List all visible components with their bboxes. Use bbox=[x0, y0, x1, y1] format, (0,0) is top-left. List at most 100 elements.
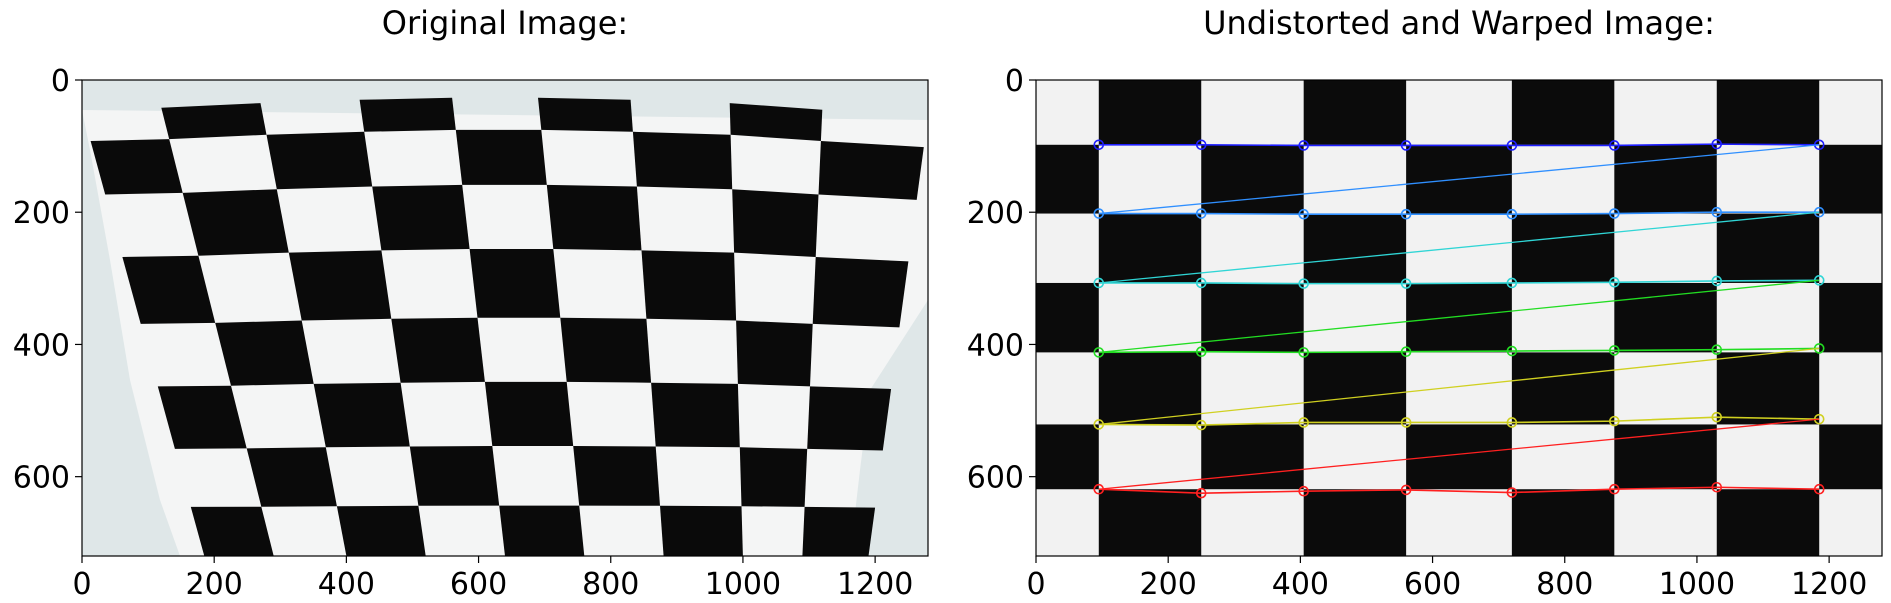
original-image-title: Original Image: bbox=[382, 4, 628, 42]
detected-corners bbox=[1093, 138, 1825, 499]
corner-row-line bbox=[1098, 211, 1820, 216]
original-y-tick-label: 0 bbox=[51, 64, 70, 99]
original-chess-square bbox=[651, 382, 740, 448]
corner-marker bbox=[1506, 208, 1518, 220]
warped-chess-square bbox=[1098, 80, 1202, 145]
corner-marker bbox=[1609, 208, 1620, 219]
original-chess-square bbox=[641, 250, 737, 321]
warped-chess-square bbox=[1098, 489, 1202, 556]
original-y-tick-label: 200 bbox=[13, 196, 70, 231]
warped-chess-square bbox=[1201, 282, 1304, 353]
corner-marker bbox=[1093, 347, 1105, 358]
original-chess-square bbox=[215, 320, 314, 386]
warped-chess-square bbox=[1716, 489, 1820, 556]
original-chess-square bbox=[546, 184, 642, 251]
original-chess-square bbox=[812, 257, 909, 328]
original-y-tick-label: 400 bbox=[13, 328, 70, 363]
original-chess-square bbox=[807, 386, 892, 451]
warped-chess-square bbox=[1036, 282, 1099, 353]
corner-marker bbox=[1711, 481, 1723, 493]
corner-marker bbox=[1711, 344, 1723, 356]
corner-marker bbox=[1506, 140, 1518, 151]
warped-chess-square bbox=[1201, 144, 1304, 214]
warped-chess-square bbox=[1201, 424, 1304, 490]
corner-marker bbox=[1093, 139, 1105, 151]
corner-marker bbox=[1298, 208, 1309, 220]
warped-x-tick-label: 600 bbox=[1404, 567, 1461, 602]
original-chess-square bbox=[246, 447, 337, 507]
warped-chess-square bbox=[1716, 352, 1820, 425]
warped-image-title: Undistorted and Warped Image: bbox=[1203, 4, 1715, 42]
original-chess-square bbox=[729, 103, 823, 141]
warped-x-tick-label: 800 bbox=[1536, 567, 1593, 602]
original-chess-square bbox=[736, 320, 813, 387]
original-chess-square bbox=[499, 505, 585, 556]
original-x-tick-label: 800 bbox=[582, 567, 639, 602]
corner-row-line bbox=[1098, 279, 1820, 285]
warped-chess-square bbox=[1406, 282, 1512, 353]
warped-chess-square bbox=[1614, 144, 1717, 214]
distorted-chessboard bbox=[90, 97, 924, 556]
warped-image-axes: 0 200 400 600 800 1000 1200 0 200 400 600 bbox=[967, 64, 1868, 602]
corner-marker bbox=[1506, 487, 1518, 498]
warped-chessboard bbox=[1036, 80, 1882, 556]
corner-marker bbox=[1298, 485, 1309, 497]
warped-chess-square bbox=[1098, 352, 1202, 425]
warped-chess-square bbox=[1036, 144, 1099, 214]
corner-connector-line bbox=[1098, 418, 1820, 490]
corner-marker bbox=[1195, 419, 1207, 431]
warped-y-tick-label: 200 bbox=[967, 196, 1024, 231]
corner-marker bbox=[1400, 484, 1412, 496]
corner-marker bbox=[1298, 140, 1309, 151]
corner-marker bbox=[1400, 417, 1412, 428]
warped-chess-square bbox=[1511, 213, 1615, 283]
original-image-frame bbox=[81, 79, 929, 557]
original-chess-square bbox=[739, 447, 808, 507]
original-chess-square bbox=[336, 505, 426, 556]
corner-connector-line bbox=[1098, 279, 1820, 354]
warped-chess-square bbox=[1406, 424, 1512, 490]
warped-chess-square bbox=[1303, 213, 1407, 283]
original-chess-square bbox=[182, 189, 289, 256]
original-chess-square bbox=[90, 139, 183, 195]
warped-chess-square bbox=[1036, 424, 1099, 490]
corner-marker bbox=[1195, 346, 1207, 358]
corner-row-line bbox=[1098, 486, 1820, 494]
original-chess-square bbox=[469, 249, 561, 318]
warped-x-tick-label: 400 bbox=[1272, 567, 1329, 602]
warped-chess-square bbox=[1819, 282, 1882, 353]
warped-chess-square bbox=[1511, 352, 1615, 425]
warped-x-tick-label: 1000 bbox=[1659, 567, 1735, 602]
warped-x-tick-label: 1200 bbox=[1791, 567, 1867, 602]
corner-marker bbox=[1400, 140, 1412, 151]
original-chess-square bbox=[190, 506, 274, 556]
corner-marker bbox=[1093, 208, 1105, 219]
original-chess-square bbox=[660, 505, 743, 556]
original-chess-square bbox=[455, 129, 547, 185]
original-chess-square bbox=[573, 446, 660, 506]
original-y-tick-label: 600 bbox=[13, 461, 70, 496]
corner-marker bbox=[1609, 345, 1620, 356]
original-chess-square bbox=[122, 255, 216, 324]
warped-chess-square bbox=[1511, 489, 1615, 556]
corner-row-line bbox=[1098, 143, 1820, 147]
original-chess-square bbox=[266, 131, 373, 190]
original-image-axes: 0 200 400 600 800 1000 1200 0 200 400 600 bbox=[13, 64, 914, 602]
corner-marker bbox=[1609, 483, 1620, 495]
original-chess-square bbox=[157, 385, 247, 449]
warped-chess-square bbox=[1303, 80, 1407, 145]
corner-marker bbox=[1400, 208, 1412, 220]
warped-chess-square bbox=[1098, 213, 1202, 283]
warped-chess-square bbox=[1716, 80, 1820, 145]
corner-connector-line bbox=[1098, 211, 1820, 284]
corner-marker bbox=[1506, 277, 1518, 289]
original-x-tick-label: 0 bbox=[72, 567, 91, 602]
warped-chess-square bbox=[1614, 424, 1717, 490]
corner-marker bbox=[1609, 140, 1620, 151]
corner-marker bbox=[1506, 345, 1518, 357]
warped-chess-square bbox=[1716, 213, 1820, 283]
original-chess-square bbox=[538, 97, 633, 132]
corner-marker bbox=[1400, 278, 1412, 289]
corner-marker bbox=[1298, 278, 1309, 289]
